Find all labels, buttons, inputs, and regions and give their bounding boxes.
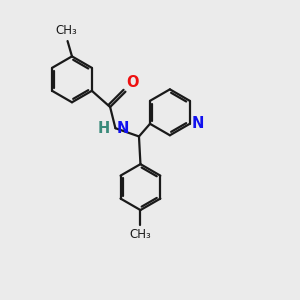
Text: N: N: [191, 116, 204, 131]
Text: CH₃: CH₃: [130, 228, 151, 241]
Text: O: O: [127, 75, 139, 90]
Text: H: H: [98, 121, 110, 136]
Text: CH₃: CH₃: [56, 24, 77, 37]
Text: N: N: [117, 121, 129, 136]
